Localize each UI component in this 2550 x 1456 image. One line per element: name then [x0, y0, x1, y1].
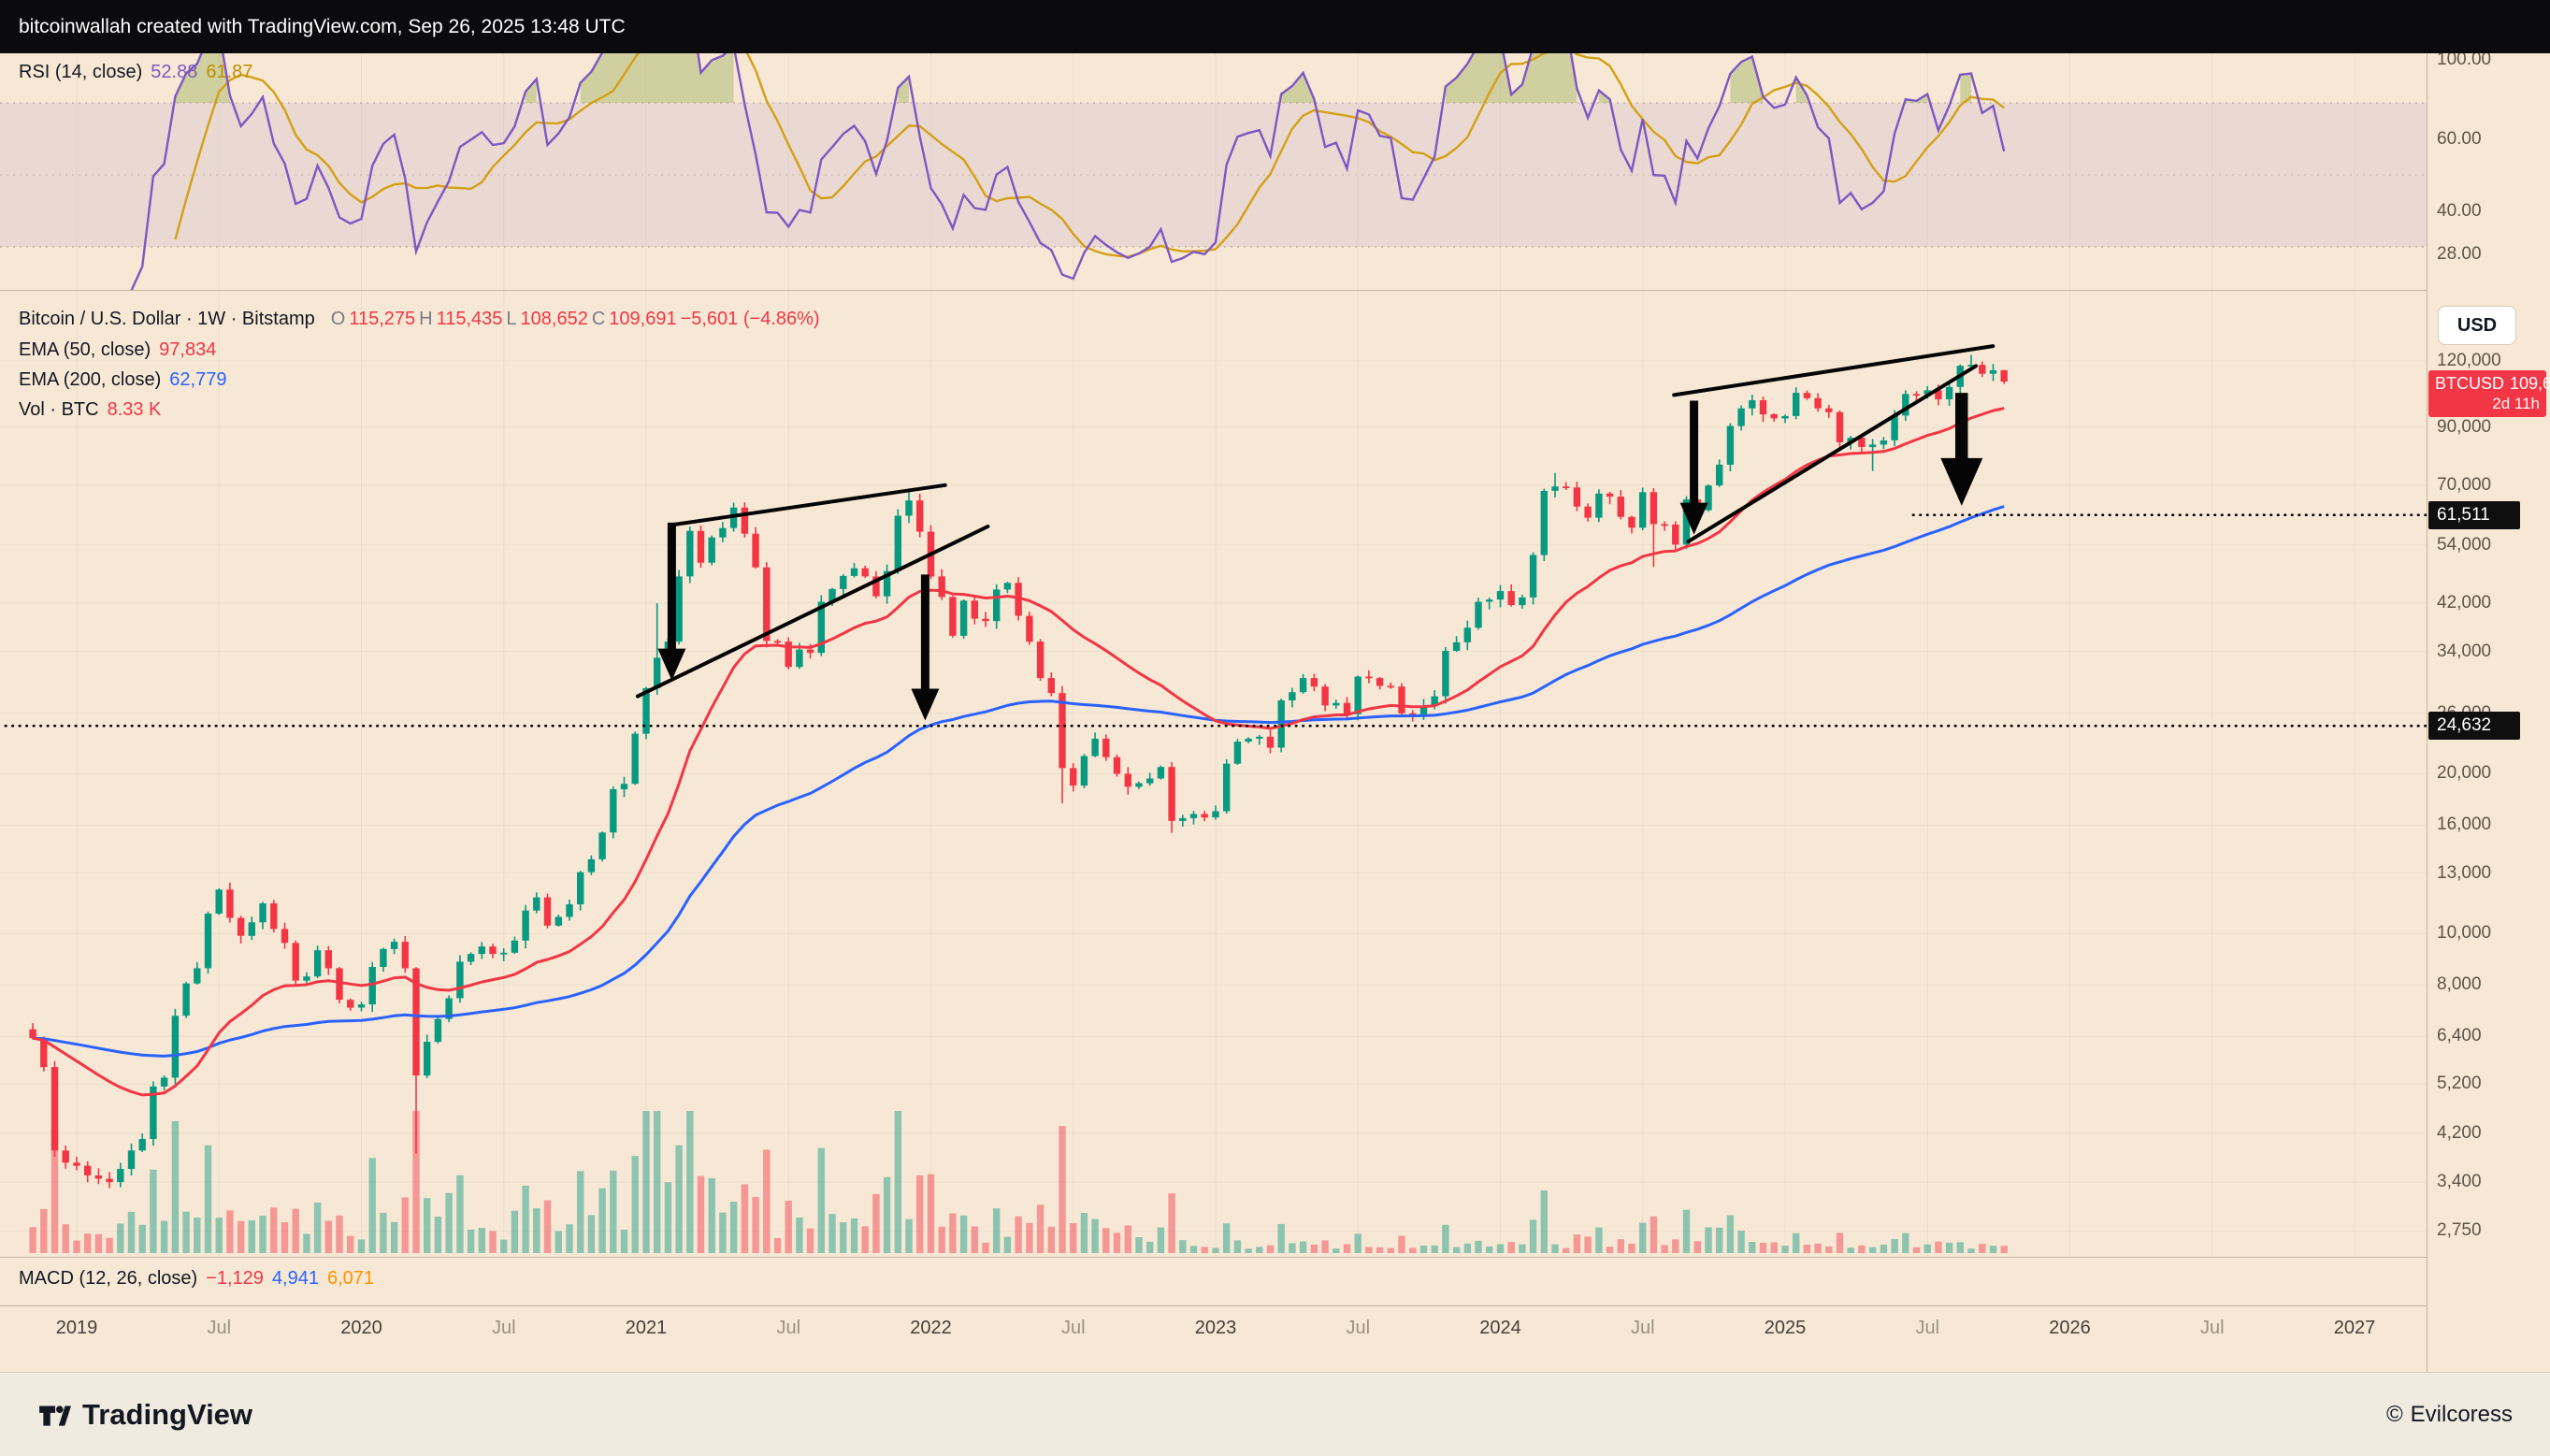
price-tick-label: 2,750 [2437, 1220, 2482, 1241]
price-tick-label: 3,400 [2437, 1172, 2482, 1192]
symbol-title: Bitcoin / U.S. Dollar · 1W · Bitstamp [19, 309, 315, 329]
price-tick-label: 16,000 [2437, 814, 2492, 835]
rsi-tick-label: 40.00 [2437, 200, 2482, 221]
price-tick-label: 34,000 [2437, 641, 2492, 661]
time-tick-label: 2022 [910, 1318, 952, 1338]
time-tick-label: Jul [1915, 1318, 1940, 1338]
time-tick-label: 2019 [55, 1318, 98, 1338]
macd-title: MACD (12, 26, close) [19, 1268, 198, 1289]
rsi-tick-label: 60.00 [2437, 128, 2482, 149]
time-tick-label: 2020 [340, 1318, 382, 1338]
price-axis[interactable]: 120,00090,00070,00054,00042,00034,00026,… [2428, 0, 2550, 1372]
ema50-value: 97,834 [159, 339, 217, 360]
ema50-label: EMA (50, close) [19, 339, 151, 360]
time-tick-label: 2021 [625, 1318, 668, 1338]
brand-text: TradingView [82, 1397, 253, 1431]
ohlc-readout: O 115,275 H 115,435 L 108,652 C 109,691 … [331, 309, 820, 330]
price-axis-separator [2427, 53, 2428, 1372]
volume-label: Vol · BTC [19, 399, 99, 420]
time-tick-label: 2027 [2333, 1318, 2376, 1338]
price-tick-label: 8,000 [2437, 974, 2482, 995]
time-axis[interactable]: 2019 Jul 2020 Jul 2021 Jul 2022 Jul 2023 Jul 2024 J… [0, 1306, 2427, 1372]
price-tick-label: 70,000 [2437, 474, 2492, 495]
price-tick-label: 6,400 [2437, 1026, 2482, 1046]
time-tick-label: 2023 [1194, 1318, 1237, 1338]
time-tick-label: Jul [1346, 1318, 1371, 1338]
price-tick-label: 120,000 [2437, 351, 2501, 370]
low-label: L [506, 309, 517, 329]
high-label: H [419, 309, 433, 329]
last-price-badge: BTCUSD 109,691 2d 11h [2428, 370, 2550, 417]
time-tick-label: Jul [1630, 1318, 1655, 1338]
time-tick-label: Jul [207, 1318, 232, 1338]
price-tick-label: 54,000 [2437, 534, 2492, 555]
time-tick-label: 2024 [1479, 1318, 1521, 1338]
rsi-value: 52.88 [151, 62, 198, 82]
price-tick-label: 4,200 [2437, 1123, 2482, 1144]
time-tick-label: Jul [1060, 1318, 1086, 1338]
close-label: C [591, 309, 606, 329]
price-level-badge: 24,632 [2428, 712, 2520, 740]
volume-legend[interactable]: Vol · BTC 8.33 K [19, 399, 161, 421]
volume-value: 8.33 K [107, 399, 162, 420]
low-value: 108,652 [520, 309, 588, 329]
macd-hist-value: −1,129 [206, 1268, 264, 1289]
rsi-tick-label: 28.00 [2437, 243, 2482, 264]
author-credit[interactable]: © Evilcoress [2386, 1402, 2513, 1428]
footer-bar: TradingView © Evilcoress [0, 1372, 2550, 1456]
tradingview-logo[interactable]: TradingView [37, 1398, 252, 1432]
badge-price: 109,691 [2510, 374, 2550, 393]
rsi-legend[interactable]: RSI (14, close) 52.88 61.87 [19, 62, 252, 83]
rsi-tick-label: 100.00 [2437, 50, 2492, 69]
price-level-badge: 61,511 [2428, 501, 2520, 529]
time-tick-label: Jul [2199, 1318, 2225, 1338]
open-label: O [330, 309, 346, 329]
tradingview-mark-icon [39, 1405, 71, 1426]
close-value: 109,691 [609, 309, 677, 329]
high-value: 115,435 [436, 309, 503, 329]
price-tick-label: 13,000 [2437, 862, 2492, 883]
pane-separator[interactable] [0, 1257, 2427, 1258]
attribution-bar: bitcoinwallah created with TradingView.c… [0, 0, 2550, 53]
price-tick-label: 90,000 [2437, 416, 2492, 437]
currency-toggle-button[interactable]: USD [2438, 306, 2516, 345]
badge-symbol: BTCUSD [2435, 374, 2505, 393]
price-tick-label: 5,200 [2437, 1074, 2482, 1094]
time-tick-label: Jul [776, 1318, 801, 1338]
macd-line-value: 4,941 [271, 1268, 319, 1289]
ema200-value: 62,779 [169, 369, 227, 390]
author-name: Evilcoress [2410, 1401, 2513, 1427]
ema50-legend[interactable]: EMA (50, close) 97,834 [19, 339, 216, 361]
open-value: 115,275 [349, 309, 416, 329]
ema200-legend[interactable]: EMA (200, close) 62,779 [19, 369, 226, 391]
time-tick-label: 2026 [2049, 1318, 2091, 1338]
change-value: −5,601 (−4.86%) [680, 309, 820, 329]
price-tick-label: 42,000 [2437, 592, 2492, 613]
copyright-icon: © [2385, 1401, 2403, 1427]
attribution-text: bitcoinwallah created with TradingView.c… [19, 16, 626, 37]
price-tick-label: 20,000 [2437, 763, 2492, 784]
ema200-label: EMA (200, close) [19, 369, 162, 390]
time-tick-label: 2025 [1764, 1318, 1807, 1338]
time-tick-label: Jul [491, 1318, 516, 1338]
price-tick-label: 10,000 [2437, 923, 2492, 944]
bar-countdown: 2d 11h [2492, 395, 2540, 412]
pane-separator [0, 1305, 2427, 1306]
rsi-ma-value: 61.87 [206, 62, 253, 82]
macd-signal-value: 6,071 [326, 1268, 375, 1289]
rsi-legend-title: RSI (14, close) [19, 62, 143, 82]
symbol-legend[interactable]: Bitcoin / U.S. Dollar · 1W · Bitstamp O … [19, 309, 820, 330]
macd-legend[interactable]: MACD (12, 26, close) −1,129 4,941 6,071 [19, 1268, 374, 1290]
pane-separator[interactable] [0, 290, 2427, 291]
